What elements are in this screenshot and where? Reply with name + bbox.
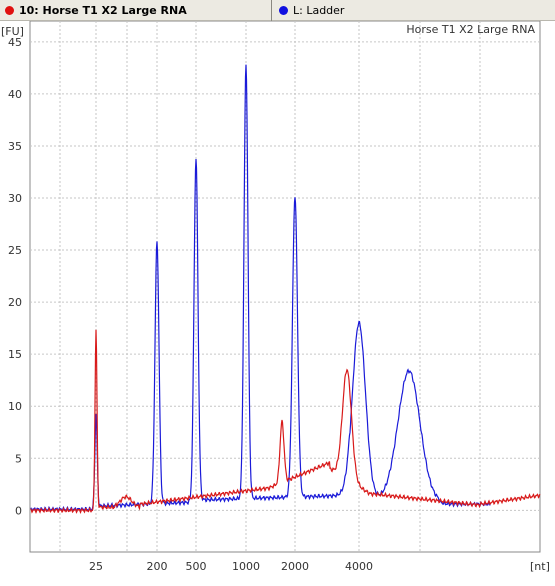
y-tick-label: 35 xyxy=(8,140,22,153)
y-tick-label: 25 xyxy=(8,244,22,257)
sample-color-dot xyxy=(5,6,14,15)
grid-lines xyxy=(30,21,540,552)
x-tick-label: 25 xyxy=(89,560,103,573)
y-tick-label: 0 xyxy=(15,504,22,517)
x-tick-label: 1000 xyxy=(232,560,260,573)
y-tick-label: 40 xyxy=(8,88,22,101)
tab-sample-label: 10: Horse T1 X2 Large RNA xyxy=(19,4,187,17)
ladder-color-dot xyxy=(279,6,288,15)
y-tick-label: 20 xyxy=(8,296,22,309)
y-tick-label: 45 xyxy=(8,36,22,49)
y-tick-label: 10 xyxy=(8,400,22,413)
y-axis-label: [FU] xyxy=(1,25,24,38)
plot-area xyxy=(29,21,541,553)
y-tick-label: 5 xyxy=(15,452,22,465)
y-tick-label: 15 xyxy=(8,348,22,361)
x-axis-label: [nt] xyxy=(530,560,550,573)
sample-series-line xyxy=(30,329,541,514)
y-axis-ticks: 0 5 10 15 20 25 30 35 40 45 xyxy=(8,36,22,518)
y-tick-label: 30 xyxy=(8,192,22,205)
tab-sample[interactable]: 10: Horse T1 X2 Large RNA xyxy=(0,0,272,21)
x-tick-label: 500 xyxy=(186,560,207,573)
tab-ladder[interactable]: L: Ladder xyxy=(274,0,555,21)
x-axis-ticks: 25 200 500 1000 2000 4000 xyxy=(89,560,373,573)
x-tick-label: 4000 xyxy=(345,560,373,573)
x-tick-label: 200 xyxy=(147,560,168,573)
chart-title: Horse T1 X2 Large RNA xyxy=(406,23,535,36)
x-tick-label: 2000 xyxy=(281,560,309,573)
tab-bar: 10: Horse T1 X2 Large RNA L: Ladder xyxy=(0,0,555,21)
tab-ladder-label: L: Ladder xyxy=(293,4,345,17)
